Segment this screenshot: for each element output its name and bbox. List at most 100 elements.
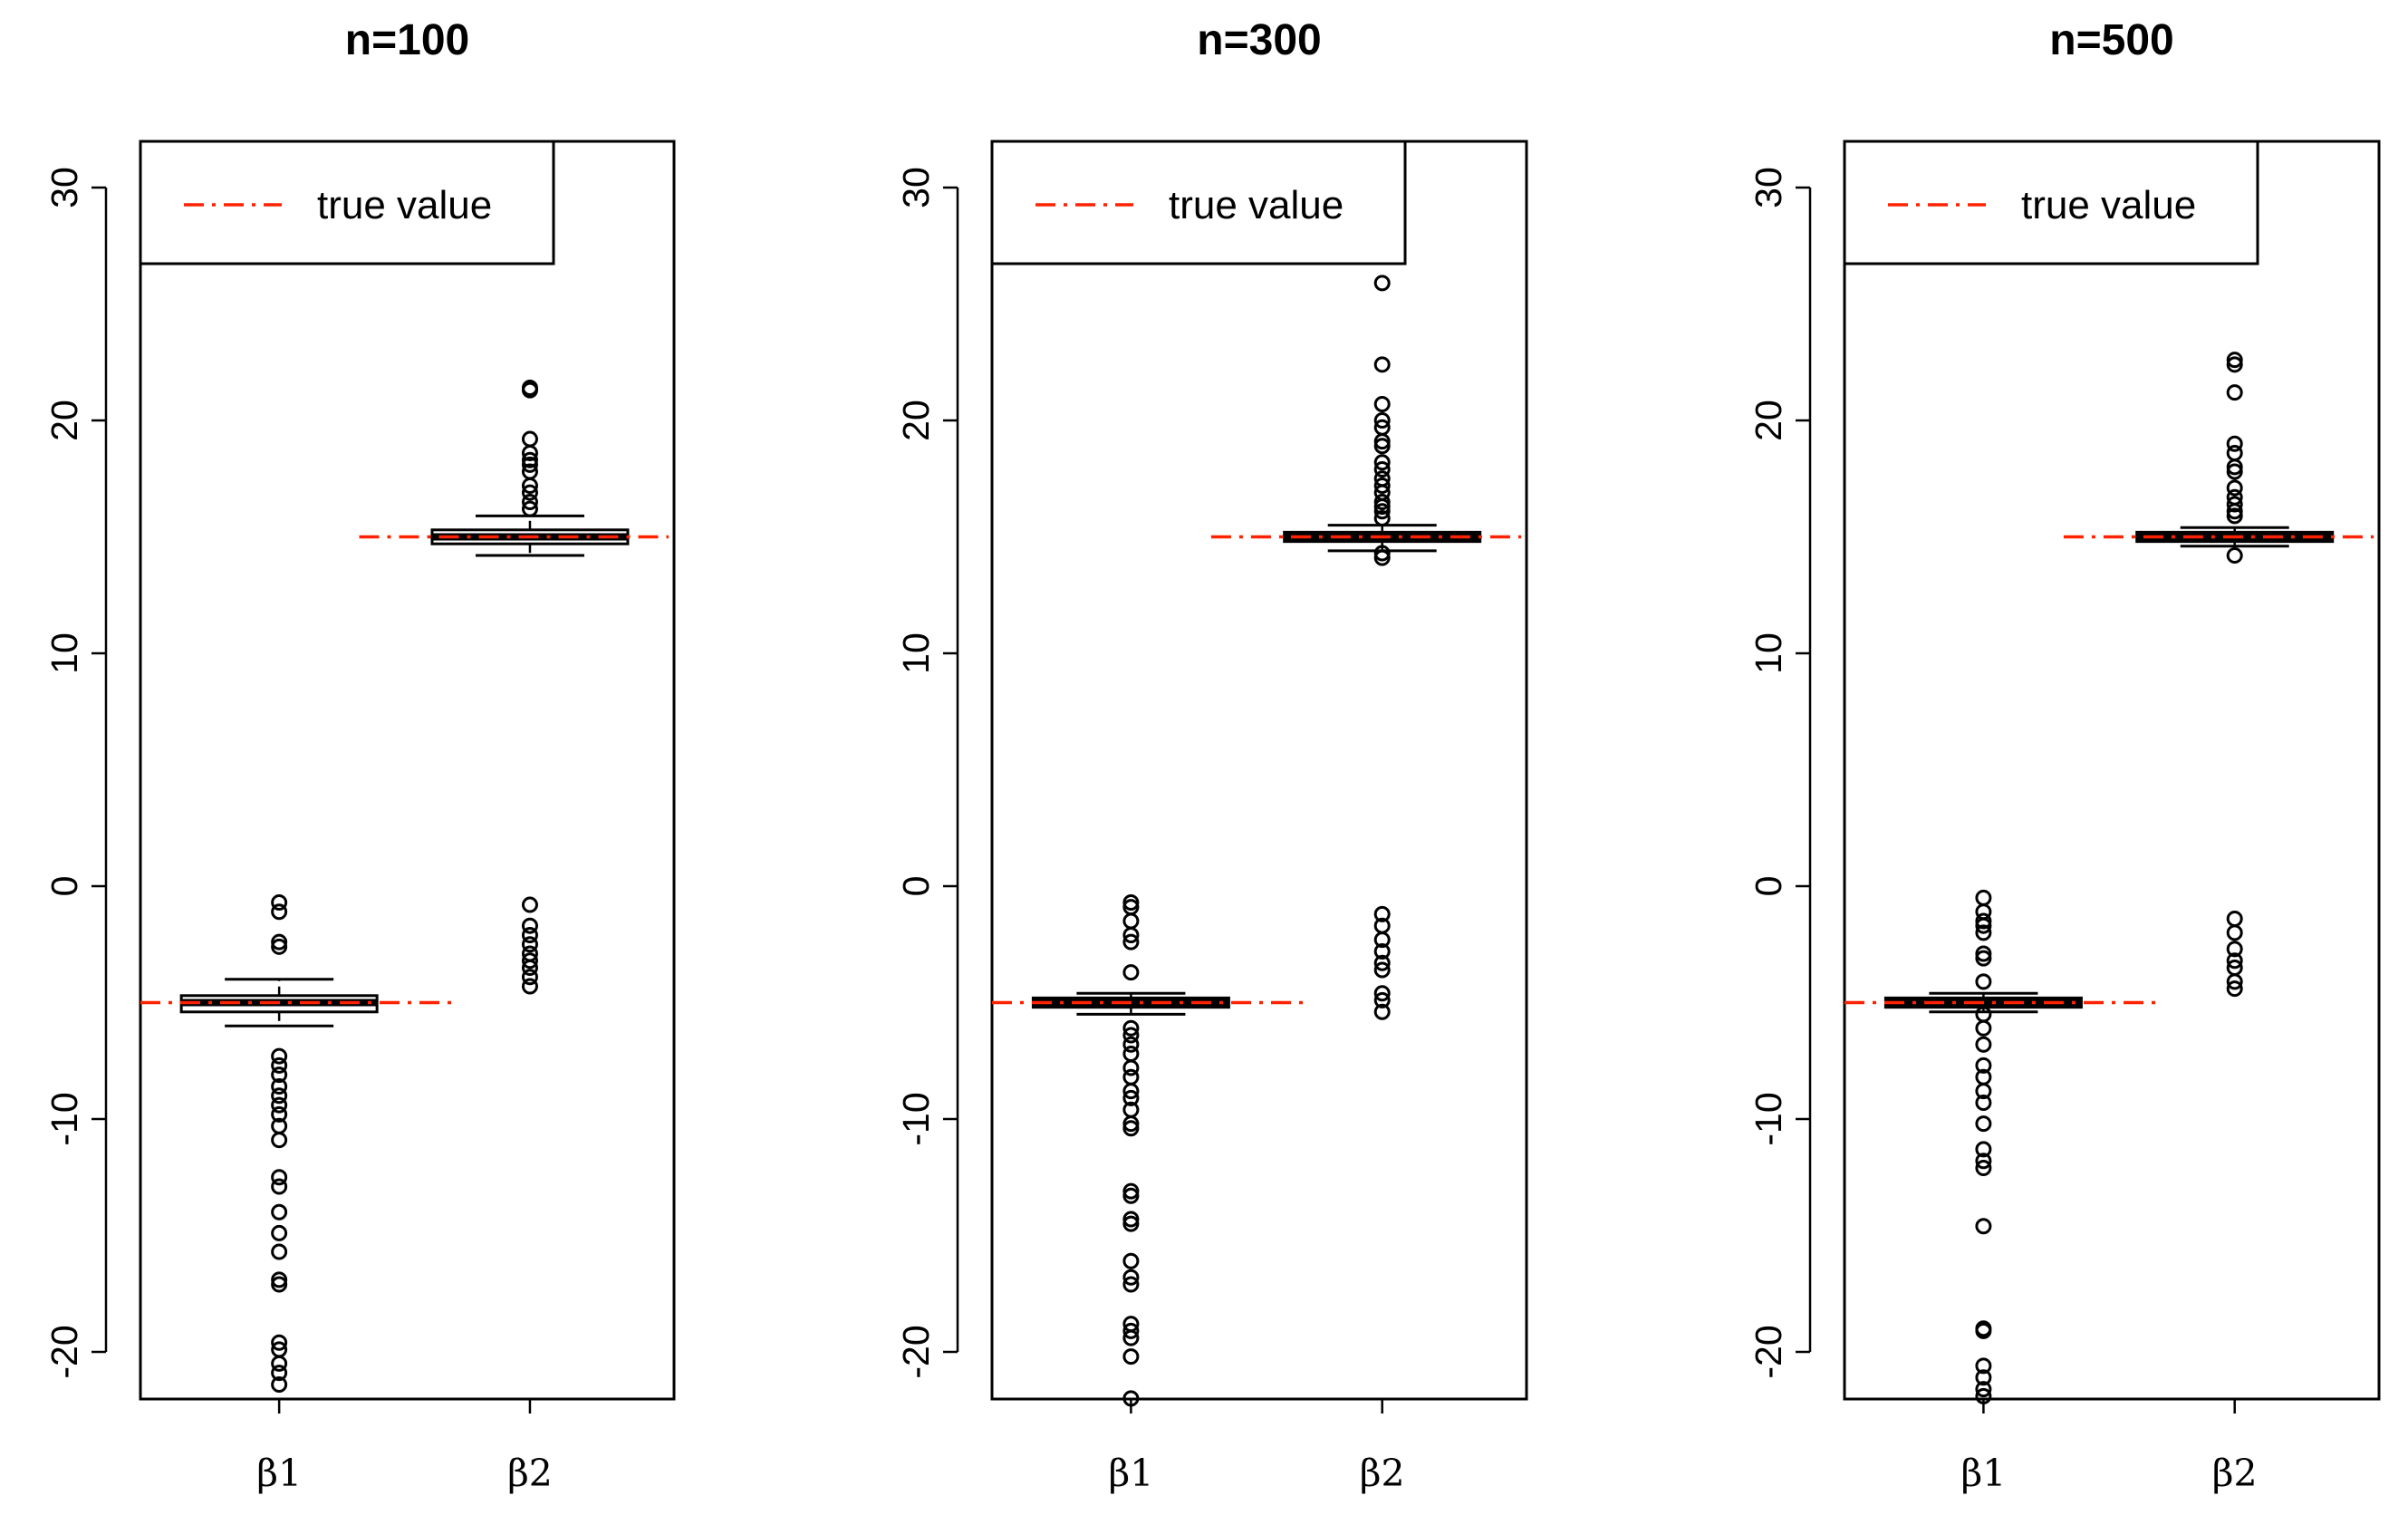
outlier-point [2226,924,2243,941]
outlier-point [271,1243,288,1260]
x-tick-label: β2 [1360,1452,1405,1495]
outlier-point [1373,503,1391,520]
outlier-point [521,926,538,943]
legend-box [139,140,555,265]
outlier-point [2226,980,2243,998]
outlier-point [1373,498,1391,516]
outlier-point [1373,438,1391,455]
outlier-point [521,952,538,970]
box-1 [179,893,379,1393]
outlier-point [1122,1046,1140,1063]
outlier-point [521,500,538,517]
outlier-point [271,1132,288,1149]
outlier-point [1122,1215,1140,1232]
outlier-point [271,1271,288,1288]
outlier-point [1975,924,1992,941]
outlier-point [1373,396,1391,413]
y-tick-label: 20 [895,400,937,441]
outlier-point [1975,1036,1992,1053]
y-tick-label: 10 [43,632,85,674]
outlier-point [1373,477,1391,494]
legend: true value [990,140,1407,265]
outlier-point [2226,463,2243,480]
panel-title: n=100 [345,16,469,64]
outlier-point [1975,1153,1992,1170]
outlier-point [271,1334,288,1351]
outlier-point [1975,950,1992,967]
legend-label: true value [317,183,492,227]
box-1 [1031,893,1230,1407]
outlier-point [1373,954,1391,971]
outlier-point [1975,1057,1992,1074]
outlier-point [521,451,538,468]
outlier-point [1975,1369,1992,1386]
outlier-point [271,1178,288,1195]
outlier-point [1122,1329,1140,1346]
outlier-point [1373,493,1391,510]
outlier-point [2226,547,2243,565]
outlier-point [1122,1089,1140,1106]
x-tick-label: β1 [1109,1452,1154,1495]
outlier-point [1122,1269,1140,1286]
outlier-point [1122,912,1140,930]
outlier-point [271,1224,288,1241]
outlier-point [521,493,538,510]
outlier-point [1122,1211,1140,1228]
y-tick-label: 0 [43,876,85,897]
outlier-point [2226,503,2243,520]
outlier-point [1122,1322,1140,1339]
x-tick-label: β1 [1961,1452,2007,1495]
outlier-point [1122,964,1140,981]
outlier-point [1975,1141,1992,1158]
outlier-point [521,430,538,448]
y-tick-label: 10 [895,632,937,674]
outlier-point [271,1375,288,1393]
outlier-point [1122,1276,1140,1293]
y-tick-label: 0 [895,876,937,897]
outlier-point [1122,1068,1140,1086]
outlier-point [2226,973,2243,990]
outlier-point [1975,945,1992,962]
outlier-point [1122,933,1140,950]
outlier-point [271,1203,288,1221]
outlier-point [2226,496,2243,513]
outlier-point [1373,985,1391,1002]
outlier-point [271,1169,288,1186]
outlier-point [271,1087,288,1105]
box-2 [1283,275,1482,1020]
outlier-point [1975,1083,1992,1100]
outlier-point [521,444,538,461]
outlier-point [2226,507,2243,525]
plot-frame [990,140,1528,1401]
box-2 [430,380,630,995]
outlier-point [1373,942,1391,960]
outlier-point [1122,1187,1140,1204]
y-tick-label: 10 [1748,632,1789,674]
outlier-point [1373,433,1391,450]
outlier-point [271,1078,288,1095]
outlier-point [1975,889,1992,906]
outlier-point [1373,961,1391,979]
outlier-point [1975,973,1992,990]
y-tick-label: -10 [1748,1092,1789,1145]
outlier-point [1975,1159,1992,1176]
outlier-point [271,893,288,911]
y-tick-label: -10 [895,1092,937,1145]
outlier-point [1975,917,1992,934]
y-tick-label: -20 [43,1325,85,1378]
outlier-point [521,484,538,501]
outlier-point [2226,444,2243,461]
panel-title: n=300 [1197,16,1321,64]
y-tick-label: -20 [1748,1325,1789,1378]
outlier-point [271,933,288,950]
y-tick-label: 0 [1748,876,1789,897]
outlier-point [1373,905,1391,922]
outlier-point [521,456,538,473]
x-tick-label: β2 [2212,1452,2258,1495]
outlier-point [271,1066,288,1084]
outlier-point [1373,549,1391,566]
outlier-point [521,978,538,995]
x-tick-label: β1 [256,1452,302,1495]
outlier-point [1122,1115,1140,1133]
